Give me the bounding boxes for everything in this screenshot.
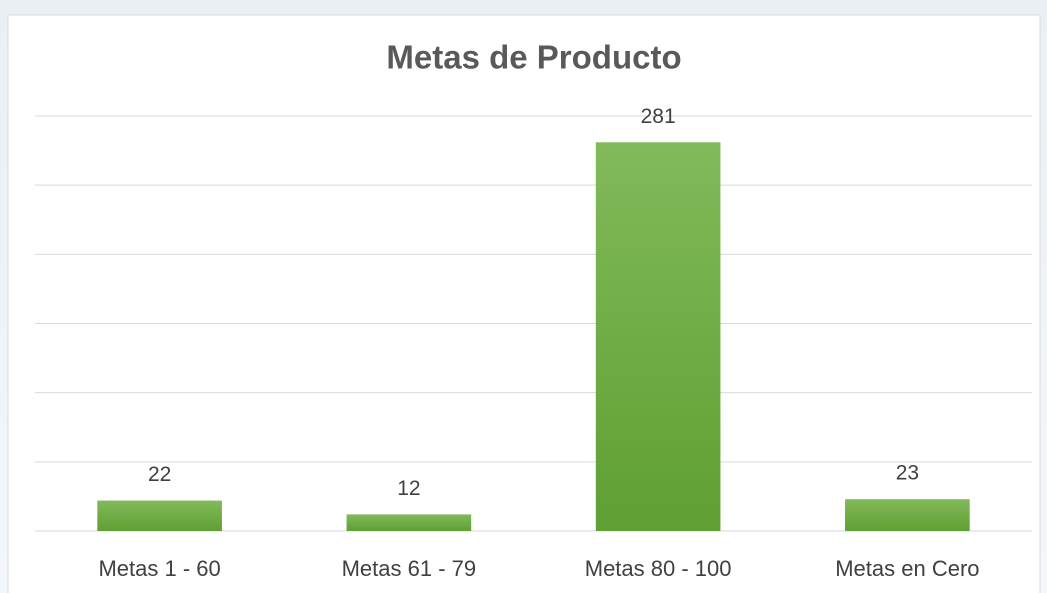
x-tick-label: Metas 1 - 60 <box>98 556 220 581</box>
chart-area <box>7 14 1041 593</box>
data-label: 12 <box>397 477 420 500</box>
data-label: 22 <box>148 463 171 486</box>
bar <box>346 514 472 531</box>
bar <box>595 142 721 532</box>
bar <box>97 500 222 531</box>
x-tick-label: Metas en Cero <box>835 556 979 581</box>
data-label: 281 <box>641 105 676 128</box>
x-tick-label: Metas 80 - 100 <box>585 556 732 581</box>
x-tick-label: Metas 61 - 79 <box>342 556 477 581</box>
bar <box>845 499 970 531</box>
chart-title: Metas de Producto <box>386 39 681 76</box>
data-label: 23 <box>896 462 919 485</box>
